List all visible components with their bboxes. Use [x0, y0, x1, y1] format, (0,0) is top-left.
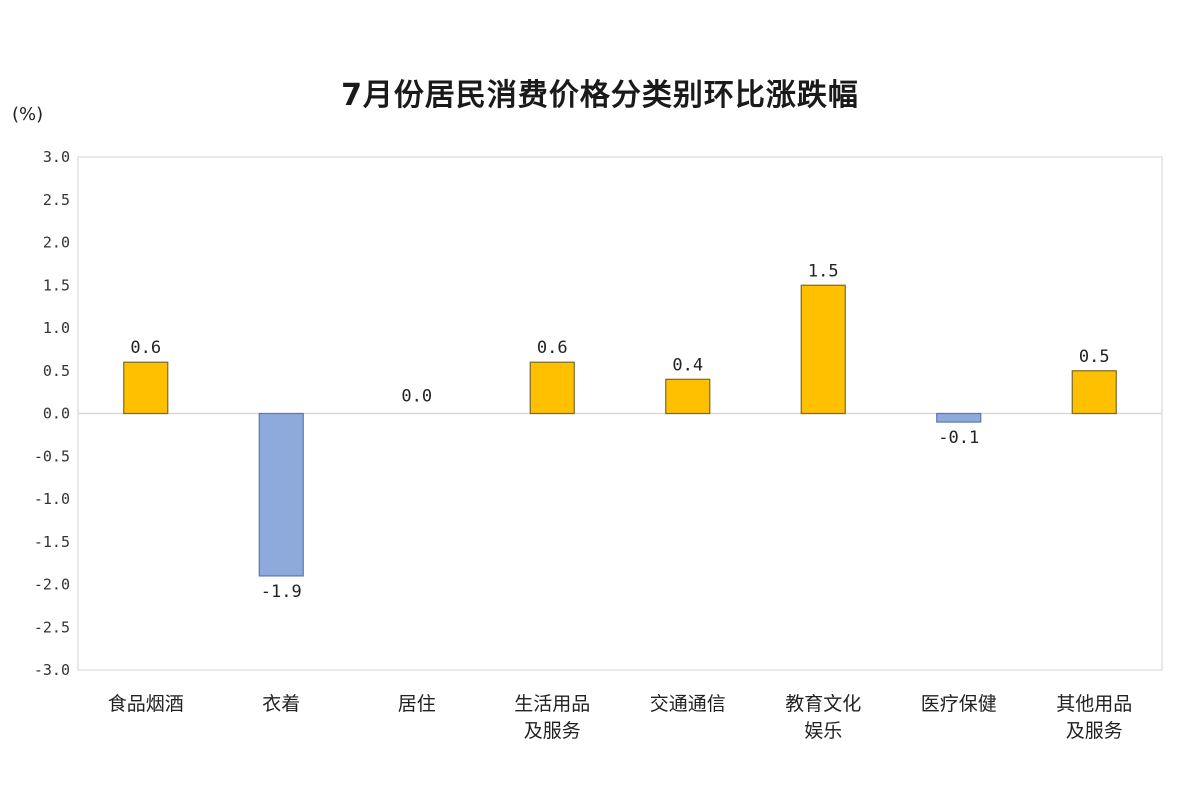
data-label: 0.0 [401, 387, 432, 407]
y-tick-label: -1.5 [34, 533, 70, 551]
y-tick-label: 3.0 [43, 148, 70, 166]
x-category-label: 及服务 [1066, 720, 1123, 742]
bar [123, 361, 169, 415]
y-tick-label: 0.5 [43, 362, 70, 380]
data-label: 0.6 [130, 338, 161, 358]
x-category-label: 医疗保健 [921, 693, 997, 715]
x-category-label: 及服务 [524, 720, 581, 742]
y-axis-unit-label: (%) [12, 104, 44, 125]
bar [665, 378, 711, 415]
bar [258, 412, 304, 577]
y-tick-label: -2.0 [34, 576, 70, 594]
bar [800, 284, 846, 415]
x-category-label: 教育文化 [785, 693, 861, 715]
y-tick-label: 0.0 [43, 405, 70, 423]
y-tick-label: -1.0 [34, 490, 70, 508]
data-label: 0.6 [537, 338, 568, 358]
data-label: 0.5 [1079, 347, 1110, 367]
x-category-label: 衣着 [262, 693, 300, 715]
data-label: 1.5 [808, 261, 839, 281]
y-tick-label: 1.5 [43, 276, 70, 294]
bar [936, 412, 982, 423]
y-tick-label: 2.0 [43, 234, 70, 252]
y-tick-label: -0.5 [34, 447, 70, 465]
x-category-label: 生活用品 [514, 693, 590, 715]
x-category-label: 其他用品 [1056, 693, 1132, 715]
bar [529, 361, 575, 415]
y-tick-label: -2.5 [34, 618, 70, 636]
data-label: -1.9 [261, 582, 302, 602]
y-tick-label: -3.0 [34, 661, 70, 679]
chart-title: 7月份居民消费价格分类别环比涨跌幅 [341, 78, 859, 113]
data-label: -0.1 [938, 428, 979, 448]
x-category-label: 娱乐 [804, 720, 842, 742]
x-category-label: 交通通信 [650, 693, 726, 715]
data-label: 0.4 [672, 355, 703, 375]
y-tick-label: 1.0 [43, 319, 70, 337]
bar [1071, 370, 1117, 415]
x-category-label: 居住 [398, 693, 436, 715]
y-tick-label: 2.5 [43, 191, 70, 209]
x-category-label: 食品烟酒 [108, 693, 184, 715]
